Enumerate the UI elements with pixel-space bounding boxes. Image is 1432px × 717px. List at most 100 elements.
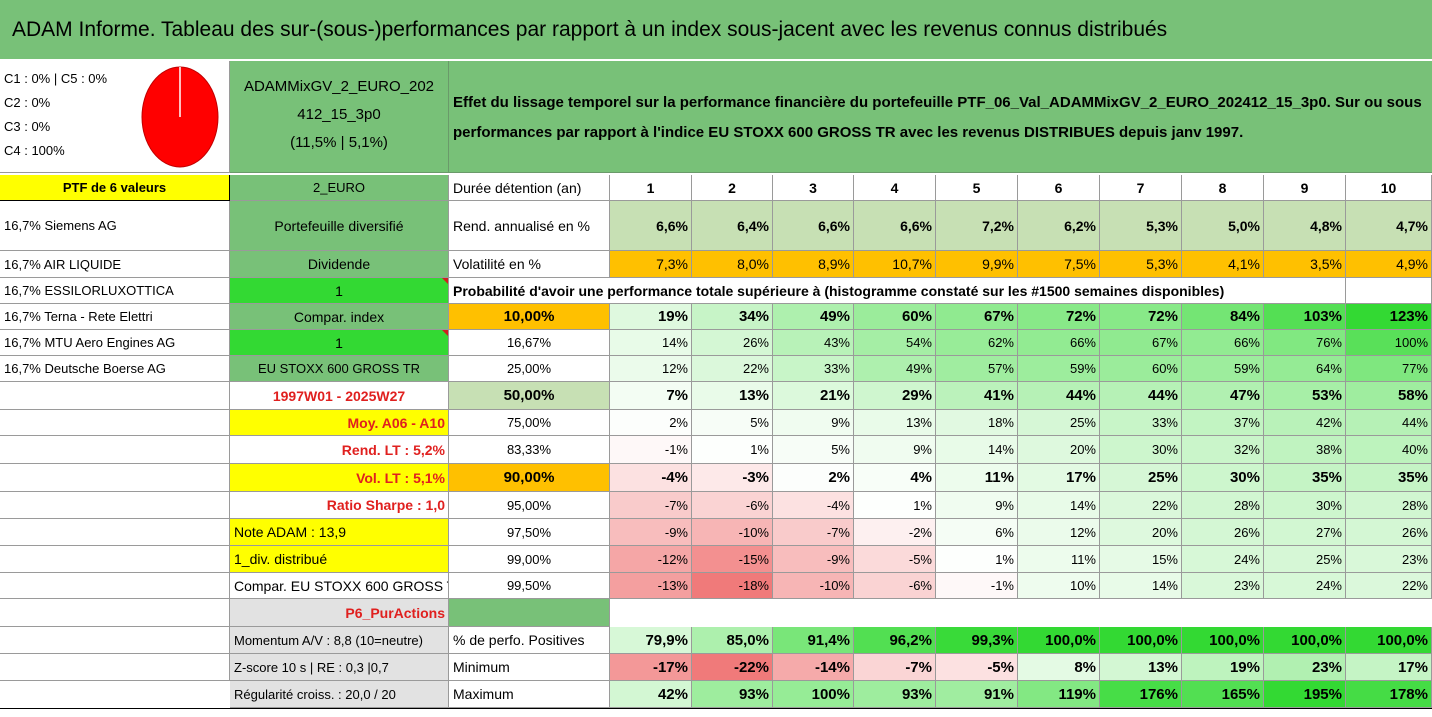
probability-value: 19%	[610, 304, 692, 330]
vol-value: 8,0%	[692, 251, 773, 278]
probability-value: 58%	[1346, 382, 1432, 410]
regularite-cell: Régularité croiss. : 20,0 / 20	[230, 681, 449, 708]
probability-value: 1%	[692, 436, 773, 464]
minimum-value: 23%	[1264, 654, 1346, 681]
year-header: 3	[773, 175, 854, 201]
portfolio-header: PTF de 6 valeurs	[0, 175, 230, 201]
puractions-cell: P6_PurActions	[230, 599, 449, 627]
vol-value: 7,5%	[1018, 251, 1100, 278]
year-header: 6	[1018, 175, 1100, 201]
probability-value: -7%	[773, 519, 854, 546]
year-header: 1	[610, 175, 692, 201]
probability-level: 90,00%	[449, 464, 610, 492]
minimum-value: -14%	[773, 654, 854, 681]
bottom-border	[0, 708, 1432, 709]
probability-value: 17%	[1018, 464, 1100, 492]
probability-value: 24%	[1264, 573, 1346, 599]
vol-label: Volatilité en %	[449, 251, 610, 278]
probability-value: 103%	[1264, 304, 1346, 330]
probability-value: 49%	[854, 356, 936, 382]
holding-row: 16,7% ESSILORLUXOTTICA	[0, 278, 230, 304]
probability-value: 23%	[1346, 546, 1432, 573]
probability-value: -4%	[773, 492, 854, 519]
empty-cell	[0, 599, 230, 627]
probability-value: 44%	[1346, 410, 1432, 436]
probability-value: 34%	[692, 304, 773, 330]
rend-value: 6,6%	[854, 201, 936, 251]
maximum-value: 176%	[1100, 681, 1182, 708]
probability-value: -6%	[692, 492, 773, 519]
probability-level: 99,00%	[449, 546, 610, 573]
empty-cell	[0, 573, 230, 599]
empty-cell	[1264, 599, 1346, 627]
class-legend-line: C3 : 0%	[4, 119, 51, 134]
rend-value: 7,2%	[936, 201, 1018, 251]
empty-cell	[692, 599, 773, 627]
minimum-value: 8%	[1018, 654, 1100, 681]
empty-cell	[0, 382, 230, 410]
probability-level: 25,00%	[449, 356, 610, 382]
maximum-value: 93%	[692, 681, 773, 708]
probability-value: -15%	[692, 546, 773, 573]
probability-value: -13%	[610, 573, 692, 599]
zscore-cell: Z-score 10 s | RE : 0,3 |0,7	[230, 654, 449, 681]
maximum-value: 100%	[773, 681, 854, 708]
vol-value: 4,9%	[1346, 251, 1432, 278]
probability-value: 23%	[1182, 573, 1264, 599]
maximum-value: 119%	[1018, 681, 1100, 708]
rend-value: 6,6%	[610, 201, 692, 251]
rend-value: 4,8%	[1264, 201, 1346, 251]
probability-level: 95,00%	[449, 492, 610, 519]
probability-level: 16,67%	[449, 330, 610, 356]
probability-value: 25%	[1264, 546, 1346, 573]
year-header: 7	[1100, 175, 1182, 201]
index-name-cell: EU STOXX 600 GROSS TR	[230, 356, 449, 382]
rend-label: Rend. annualisé en %	[449, 201, 610, 251]
year-header: 4	[854, 175, 936, 201]
fund-name-line: 412_15_3p0	[297, 106, 381, 123]
probability-value: 15%	[1100, 546, 1182, 573]
probability-value: 32%	[1182, 436, 1264, 464]
minimum-value: 19%	[1182, 654, 1264, 681]
probability-value: 18%	[936, 410, 1018, 436]
probability-value: 24%	[1182, 546, 1264, 573]
probability-value: 66%	[1182, 330, 1264, 356]
minimum-value: 13%	[1100, 654, 1182, 681]
rend-value: 5,0%	[1182, 201, 1264, 251]
minimum-label: Minimum	[449, 654, 610, 681]
year-header: 10	[1346, 175, 1432, 201]
class-legend: C1 : 0% | C5 : 0% C2 : 0% C3 : 0% C4 : 1…	[4, 67, 107, 163]
probability-value: 7%	[610, 382, 692, 410]
rend-value: 6,2%	[1018, 201, 1100, 251]
probability-value: 6%	[936, 519, 1018, 546]
vol-value: 7,3%	[610, 251, 692, 278]
fund-stats: (11,5% | 5,1%)	[290, 134, 388, 151]
probability-value: 1%	[936, 546, 1018, 573]
minimum-value: -5%	[936, 654, 1018, 681]
empty-cell	[0, 627, 230, 654]
positives-value: 100,0%	[1346, 627, 1432, 654]
minimum-value: -17%	[610, 654, 692, 681]
probability-value: -9%	[773, 546, 854, 573]
probability-value: 12%	[1018, 519, 1100, 546]
vol-value: 3,5%	[1264, 251, 1346, 278]
probability-value: 20%	[1100, 519, 1182, 546]
probability-value: -10%	[773, 573, 854, 599]
positives-value: 100,0%	[1182, 627, 1264, 654]
year-header: 8	[1182, 175, 1264, 201]
probability-value: 57%	[936, 356, 1018, 382]
empty-cell	[1018, 599, 1100, 627]
probability-value: -10%	[692, 519, 773, 546]
holding-row: 16,7% MTU Aero Engines AG	[0, 330, 230, 356]
empty-cell	[1346, 599, 1432, 627]
class-pie-chart	[141, 66, 219, 168]
probability-value: 54%	[854, 330, 936, 356]
probability-value: 60%	[1100, 356, 1182, 382]
probability-value: -1%	[936, 573, 1018, 599]
probability-value: 76%	[1264, 330, 1346, 356]
probability-value: 14%	[1018, 492, 1100, 519]
probability-value: 64%	[1264, 356, 1346, 382]
probability-value: 10%	[1018, 573, 1100, 599]
empty-cell	[854, 599, 936, 627]
